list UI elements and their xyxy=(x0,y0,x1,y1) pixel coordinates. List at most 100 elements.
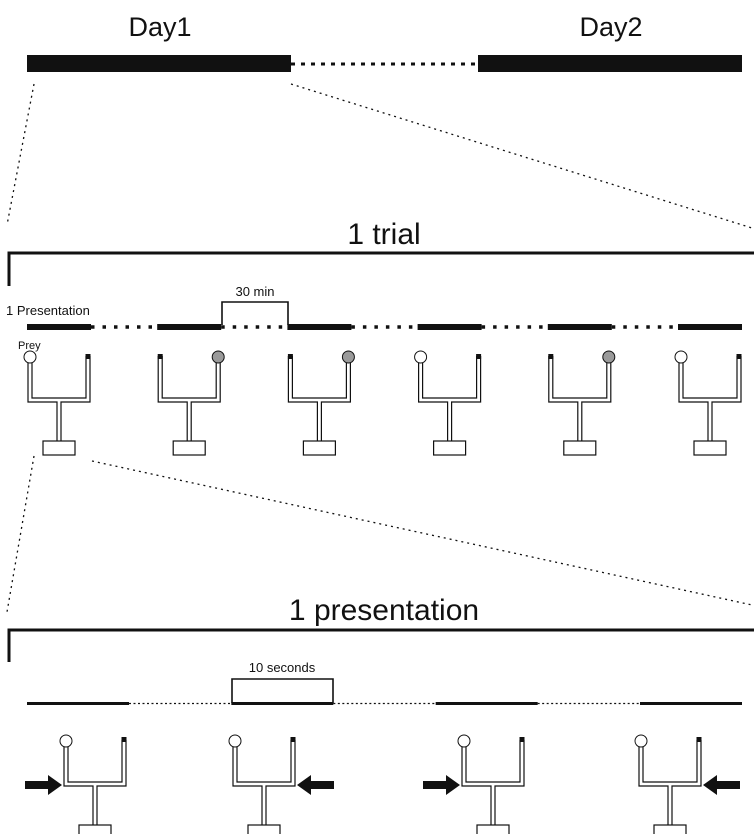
maze-outer-right xyxy=(265,740,296,825)
prey-circle xyxy=(674,350,688,364)
stimulus-bar xyxy=(27,702,129,705)
maze-start-box xyxy=(433,440,467,456)
t-maze xyxy=(287,350,355,456)
maze-outer-left xyxy=(27,356,58,441)
maze-outer-left xyxy=(232,740,263,825)
maze-inner xyxy=(161,356,217,399)
presentation-bar xyxy=(287,324,352,330)
zoom-line-left-2 xyxy=(6,455,35,613)
prey-circle xyxy=(457,734,471,748)
trial-bracket xyxy=(7,251,754,286)
t-maze xyxy=(157,350,225,456)
prey-circle xyxy=(602,350,616,364)
maze-inner xyxy=(465,740,521,783)
day1-label: Day1 xyxy=(128,12,191,42)
prey-circle xyxy=(59,734,73,748)
interval-bracket-10s xyxy=(231,678,334,703)
interval-label-10s: 10 seconds xyxy=(249,660,316,675)
prey-circle xyxy=(634,734,648,748)
prey-circle xyxy=(228,734,242,748)
maze-outer-left xyxy=(63,740,94,825)
maze-inner xyxy=(31,356,87,399)
maze-start-box xyxy=(476,824,510,834)
arm-end-marker xyxy=(290,737,296,742)
maze-outer-left xyxy=(287,356,318,441)
t-maze xyxy=(548,350,616,456)
arm-end-marker xyxy=(548,354,554,359)
arm-end-marker xyxy=(519,737,525,742)
day2-bar xyxy=(478,55,742,72)
day2-label: Day2 xyxy=(579,12,642,42)
arm-end-marker xyxy=(287,354,293,359)
trial-mazes xyxy=(23,350,742,456)
maze-outer-right xyxy=(190,356,221,441)
stimulus-bar xyxy=(435,702,538,705)
maze-outer-right xyxy=(581,356,612,441)
prey-circle xyxy=(341,350,355,364)
t-maze xyxy=(414,350,482,456)
maze-inner xyxy=(642,740,698,783)
t-maze xyxy=(674,350,742,456)
t-maze xyxy=(23,350,91,456)
maze-start-box xyxy=(653,824,687,834)
trial-timeline xyxy=(27,324,742,330)
maze-outer-left xyxy=(461,740,492,825)
zoom-line-right-1 xyxy=(290,83,753,229)
prey-circle xyxy=(414,350,428,364)
prey-circle xyxy=(23,350,37,364)
arm-end-marker xyxy=(476,354,482,359)
maze-start-box xyxy=(693,440,727,456)
presentation-bar xyxy=(547,324,612,330)
maze-outer-left xyxy=(678,356,709,441)
maze-outer-left xyxy=(548,356,579,441)
maze-outer-left xyxy=(157,356,188,441)
trial-title: 1 trial xyxy=(347,218,420,251)
maze-inner xyxy=(422,356,478,399)
t-maze xyxy=(25,734,127,834)
maze-start-box xyxy=(42,440,76,456)
maze-start-box xyxy=(172,440,206,456)
maze-inner xyxy=(682,356,738,399)
t-maze xyxy=(228,734,334,834)
maze-start-box xyxy=(563,440,597,456)
presentation-title: 1 presentation xyxy=(289,594,479,627)
arm-end-marker xyxy=(85,354,91,359)
prey-circle xyxy=(211,350,225,364)
arm-end-marker xyxy=(696,737,702,742)
maze-outer-right xyxy=(451,356,482,441)
maze-start-box xyxy=(78,824,112,834)
maze-outer-right xyxy=(96,740,127,825)
presentation-bracket xyxy=(7,628,754,662)
maze-outer-right xyxy=(671,740,702,825)
presentation-bar xyxy=(417,324,482,330)
stimulus-arrow xyxy=(297,775,334,795)
prey-label: Prey xyxy=(18,340,41,352)
presentation-bar xyxy=(678,324,742,330)
presentation-mazes xyxy=(25,734,740,834)
maze-outer-right xyxy=(60,356,91,441)
stimulus-arrow xyxy=(25,775,62,795)
day1-bar xyxy=(27,55,291,72)
arm-end-marker xyxy=(121,737,127,742)
maze-outer-right xyxy=(494,740,525,825)
maze-inner xyxy=(236,740,292,783)
maze-outer-left xyxy=(638,740,669,825)
presentation-timeline xyxy=(27,702,742,705)
arm-end-marker xyxy=(157,354,163,359)
t-maze xyxy=(634,734,740,834)
stimulus-bar xyxy=(640,702,742,705)
maze-inner xyxy=(291,356,347,399)
interval-label-30min: 30 min xyxy=(235,284,274,299)
stimulus-arrow xyxy=(703,775,740,795)
maze-inner xyxy=(67,740,123,783)
presentation-bar xyxy=(157,324,222,330)
maze-start-box xyxy=(247,824,281,834)
maze-inner xyxy=(552,356,608,399)
maze-outer-right xyxy=(320,356,351,441)
presentation-label: 1 Presentation xyxy=(6,303,90,318)
interval-bracket-30min xyxy=(221,301,289,325)
stimulus-arrow xyxy=(423,775,460,795)
stimulus-bar xyxy=(231,702,334,705)
maze-start-box xyxy=(302,440,336,456)
